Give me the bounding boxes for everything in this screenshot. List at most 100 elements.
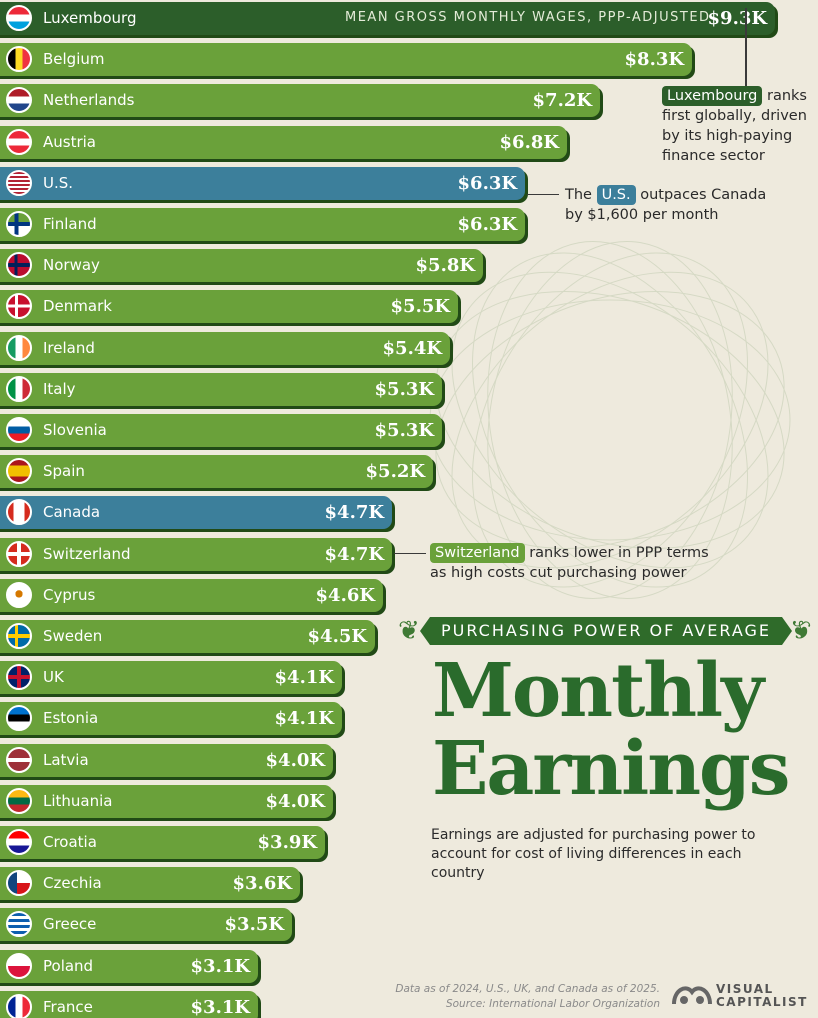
estonia-flag-icon xyxy=(6,705,32,731)
switzerland-annotation-line2: as high costs cut purchasing power xyxy=(430,565,687,581)
bar-label-cyprus: Cyprus xyxy=(43,586,96,604)
bar-label-poland: Poland xyxy=(43,957,94,975)
bar-label-luxembourg: Luxembourg xyxy=(43,9,137,27)
bar-uk xyxy=(0,661,342,694)
bar-value-spain: $5.2K xyxy=(365,461,425,482)
bar-value-cyprus: $4.6K xyxy=(315,585,375,606)
bar-value-italy: $5.3K xyxy=(374,379,434,400)
bar-label-u-s: U.S. xyxy=(43,174,74,192)
brand-line-2: CAPITALIST xyxy=(716,995,808,1009)
bar-value-poland: $3.1K xyxy=(190,956,250,977)
us-flag-icon xyxy=(6,170,32,196)
bar-canada xyxy=(0,496,392,529)
bar-value-u-s: $6.3K xyxy=(457,173,517,194)
bar-label-canada: Canada xyxy=(43,503,101,521)
switzerland-connector-line xyxy=(394,553,426,554)
bar-label-finland: Finland xyxy=(43,215,97,233)
luxembourg-connector-line xyxy=(745,8,747,88)
bar-norway xyxy=(0,249,483,282)
guilloche-pattern xyxy=(429,241,791,599)
bar-label-slovenia: Slovenia xyxy=(43,421,107,439)
bar-label-italy: Italy xyxy=(43,380,76,398)
spain-flag-icon xyxy=(6,458,32,484)
bar-label-croatia: Croatia xyxy=(43,833,97,851)
bar-value-greece: $3.5K xyxy=(224,914,284,935)
france-flag-icon xyxy=(6,994,32,1018)
switzerland-annotation: Switzerland ranks lower in PPP terms as … xyxy=(430,543,760,583)
luxembourg-annotation-line4: finance sector xyxy=(662,148,765,164)
bar-croatia xyxy=(0,826,325,859)
bar-label-norway: Norway xyxy=(43,256,100,274)
bar-label-france: France xyxy=(43,998,93,1016)
chart-subtitle: Earnings are adjusted for purchasing pow… xyxy=(431,827,756,881)
bar-austria xyxy=(0,126,567,159)
bar-label-ireland: Ireland xyxy=(43,339,95,357)
bar-netherlands xyxy=(0,84,600,117)
belgium-flag-icon xyxy=(6,46,32,72)
bar-label-netherlands: Netherlands xyxy=(43,91,135,109)
bar-denmark xyxy=(0,290,458,323)
bar-value-france: $3.1K xyxy=(190,997,250,1018)
bar-cyprus xyxy=(0,579,383,612)
uk-flag-icon xyxy=(6,664,32,690)
bar-value-norway: $5.8K xyxy=(415,255,475,276)
us-highlight-pill: U.S. xyxy=(596,185,636,205)
bar-value-denmark: $5.5K xyxy=(390,296,450,317)
denmark-flag-icon xyxy=(6,293,32,319)
bar-value-estonia: $4.1K xyxy=(274,708,334,729)
us-annotation-line2: by $1,600 per month xyxy=(565,207,719,223)
bar-value-uk: $4.1K xyxy=(274,667,334,688)
bar-poland xyxy=(0,950,258,983)
bar-value-lithuania: $4.0K xyxy=(265,791,325,812)
us-annotation-prefix: The xyxy=(565,187,597,203)
sweden-flag-icon xyxy=(6,623,32,649)
bar-value-sweden: $4.5K xyxy=(307,626,367,647)
bar-italy xyxy=(0,373,442,406)
bar-label-belgium: Belgium xyxy=(43,50,105,68)
us-annotation: The U.S. outpaces Canada by $1,600 per m… xyxy=(565,185,815,225)
title-line-2: Earnings xyxy=(432,726,790,812)
bar-value-austria: $6.8K xyxy=(499,132,559,153)
brand-line-1: VISUAL xyxy=(716,982,774,996)
bar-value-canada: $4.7K xyxy=(324,502,384,523)
bar-value-latvia: $4.0K xyxy=(265,750,325,771)
bar-ireland xyxy=(0,332,450,365)
bar-lithuania xyxy=(0,785,333,818)
bar-greece xyxy=(0,908,292,941)
bar-value-czechia: $3.6K xyxy=(232,873,292,894)
greece-flag-icon xyxy=(6,911,32,937)
bar-sweden xyxy=(0,620,375,653)
luxembourg-annotation-line1: ranks xyxy=(762,88,807,104)
bar-label-lithuania: Lithuania xyxy=(43,792,113,810)
bar-label-uk: UK xyxy=(43,668,64,686)
us-annotation-line1: outpaces Canada xyxy=(635,187,767,203)
switzerland-annotation-line1: ranks lower in PPP terms xyxy=(524,545,709,561)
austria-flag-icon xyxy=(6,129,32,155)
bar-estonia xyxy=(0,702,342,735)
bar-value-finland: $6.3K xyxy=(457,214,517,235)
lithuania-flag-icon xyxy=(6,788,32,814)
bar-switzerland xyxy=(0,538,392,571)
bar-label-czechia: Czechia xyxy=(43,874,102,892)
right-laurel-icon: ❦ xyxy=(790,616,812,646)
bar-value-belgium: $8.3K xyxy=(624,49,684,70)
bar-luxembourg xyxy=(0,2,775,35)
bar-value-luxembourg: $9.3K xyxy=(707,8,767,29)
luxembourg-flag-icon xyxy=(6,5,32,31)
value-caption: MEAN GROSS MONTHLY WAGES, PPP-ADJUSTED xyxy=(345,10,711,25)
bar-spain xyxy=(0,455,433,488)
bar-finland xyxy=(0,208,525,241)
czechia-flag-icon xyxy=(6,870,32,896)
bar-slovenia xyxy=(0,414,442,447)
bar-label-greece: Greece xyxy=(43,915,97,933)
bar-value-croatia: $3.9K xyxy=(257,832,317,853)
left-laurel-icon: ❦ xyxy=(398,616,420,646)
luxembourg-highlight-pill: Luxembourg xyxy=(662,86,763,106)
bar-label-denmark: Denmark xyxy=(43,297,112,315)
kicker-ribbon: PURCHASING POWER OF AVERAGE xyxy=(420,617,792,645)
us-connector-line xyxy=(527,194,559,195)
footnote-data-date: Data as of 2024, U.S., UK, and Canada as… xyxy=(395,983,660,995)
croatia-flag-icon xyxy=(6,829,32,855)
ireland-flag-icon xyxy=(6,335,32,361)
